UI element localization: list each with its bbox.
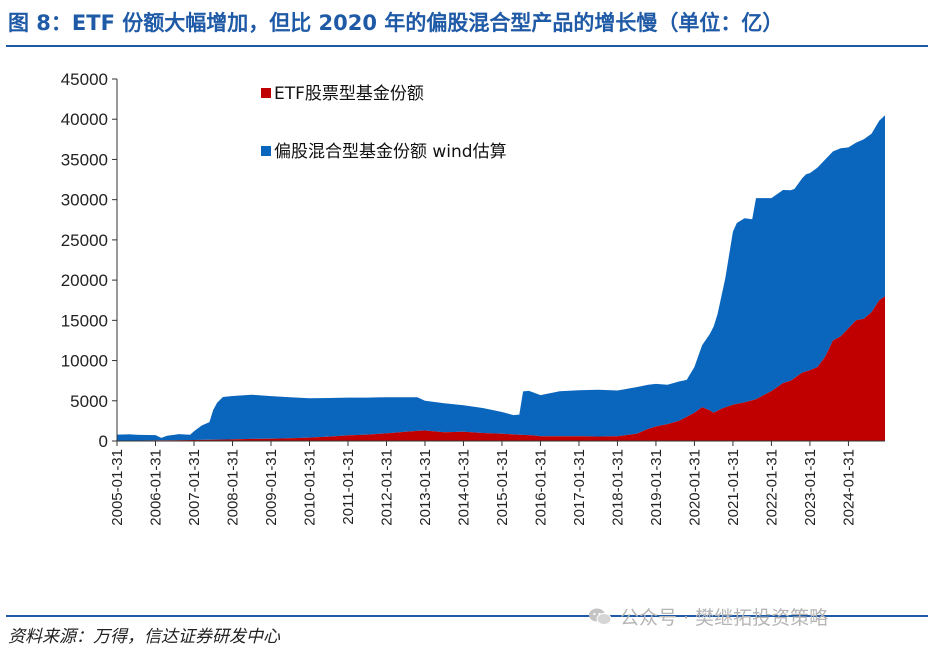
stacked-area-chart: 0 5000 10000 15000 20000 25000 30000 35000 40000… (61, 70, 885, 526)
x-tick-label: 2019-01-31 (648, 449, 665, 526)
legend-swatch (261, 88, 271, 98)
x-tick-label: 2005-01-31 (109, 449, 126, 526)
x-tick-label: 2021-01-31 (725, 449, 742, 526)
watermark: 公众号 · 樊继拓投资策略 (588, 603, 828, 630)
series-area-mixed-fund (117, 115, 885, 441)
title-divider (6, 45, 928, 47)
x-tick-label: 2008-01-31 (225, 449, 242, 526)
chart-axes: 0 5000 10000 15000 20000 25000 30000 35000 40000… (61, 70, 885, 526)
x-tick-label: 2016-01-31 (533, 449, 550, 526)
x-tick-label: 2015-01-31 (494, 449, 511, 526)
x-tick-label: 2014-01-31 (456, 449, 473, 526)
legend-swatch (261, 146, 271, 156)
y-tick-label: 10000 (61, 352, 108, 371)
x-tick-label: 2023-01-31 (802, 449, 819, 526)
y-tick-label: 35000 (61, 150, 108, 169)
x-tick-label: 2007-01-31 (186, 449, 203, 526)
x-tick-label: 2012-01-31 (379, 449, 396, 526)
y-tick-label: 15000 (61, 311, 108, 330)
y-tick-label: 40000 (61, 110, 108, 129)
source-note: 资料来源：万得，信达证券研发中心 (8, 627, 280, 647)
plot-area (117, 115, 885, 441)
watermark-text: 公众号 · 樊继拓投资策略 (620, 607, 829, 629)
x-tick-label: 2020-01-31 (686, 449, 703, 526)
x-tick-label: 2006-01-31 (148, 449, 165, 526)
x-tick-label: 2017-01-31 (571, 449, 588, 526)
y-tick-label: 20000 (61, 271, 108, 290)
y-tick-label: 25000 (61, 231, 108, 250)
y-tick-label: 30000 (61, 191, 108, 210)
x-tick-label: 2011-01-31 (340, 449, 357, 525)
legend-label: 偏股混合型基金份额 wind估算 (274, 142, 507, 162)
x-tick-label: 2009-01-31 (263, 449, 280, 526)
y-tick-label: 5000 (70, 392, 108, 411)
figure-title: 图 8：ETF 份额大幅增加，但比 2020 年的偏股混合型产品的增长慢（单位：… (8, 11, 784, 35)
x-tick-label: 2018-01-31 (610, 449, 627, 526)
x-tick-label: 2024-01-31 (840, 449, 857, 526)
y-tick-label: 0 (99, 432, 108, 451)
series-area-etf (117, 296, 885, 441)
legend-label: ETF股票型基金份额 (274, 84, 424, 104)
y-tick-label: 45000 (61, 70, 108, 89)
x-tick-label: 2013-01-31 (417, 449, 434, 526)
x-tick-label: 2010-01-31 (302, 449, 319, 526)
x-tick-label: 2022-01-31 (763, 449, 780, 526)
footer-divider (6, 615, 928, 617)
wechat-icon (589, 608, 612, 625)
